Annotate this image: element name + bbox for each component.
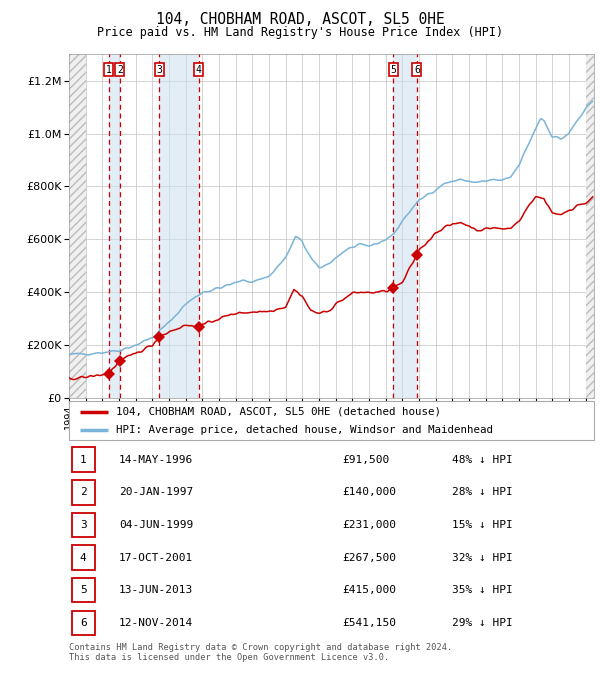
- Bar: [71, 480, 95, 505]
- Bar: [160, 54, 199, 398]
- Bar: [71, 578, 95, 602]
- Text: 1: 1: [106, 65, 112, 75]
- Text: 3: 3: [157, 65, 162, 75]
- Text: 5: 5: [390, 65, 396, 75]
- Text: 29% ↓ HPI: 29% ↓ HPI: [452, 618, 513, 628]
- Text: £140,000: £140,000: [342, 488, 396, 497]
- Text: Price paid vs. HM Land Registry's House Price Index (HPI): Price paid vs. HM Land Registry's House …: [97, 26, 503, 39]
- Text: 13-JUN-2013: 13-JUN-2013: [119, 585, 193, 595]
- Text: 12-NOV-2014: 12-NOV-2014: [119, 618, 193, 628]
- Bar: [393, 54, 417, 398]
- Text: £415,000: £415,000: [342, 585, 396, 595]
- Text: 32% ↓ HPI: 32% ↓ HPI: [452, 553, 513, 562]
- Text: 2: 2: [117, 65, 123, 75]
- Text: 15% ↓ HPI: 15% ↓ HPI: [452, 520, 513, 530]
- Text: 48% ↓ HPI: 48% ↓ HPI: [452, 455, 513, 464]
- Bar: [71, 513, 95, 537]
- Text: £267,500: £267,500: [342, 553, 396, 562]
- Text: 104, CHOBHAM ROAD, ASCOT, SL5 0HE (detached house): 104, CHOBHAM ROAD, ASCOT, SL5 0HE (detac…: [116, 407, 441, 417]
- Text: 104, CHOBHAM ROAD, ASCOT, SL5 0HE: 104, CHOBHAM ROAD, ASCOT, SL5 0HE: [155, 12, 445, 27]
- Text: HPI: Average price, detached house, Windsor and Maidenhead: HPI: Average price, detached house, Wind…: [116, 425, 493, 435]
- Text: £91,500: £91,500: [342, 455, 389, 464]
- Text: 28% ↓ HPI: 28% ↓ HPI: [452, 488, 513, 497]
- Text: 6: 6: [80, 618, 86, 628]
- Text: 6: 6: [414, 65, 420, 75]
- Text: 2: 2: [80, 488, 86, 497]
- Text: Contains HM Land Registry data © Crown copyright and database right 2024.
This d: Contains HM Land Registry data © Crown c…: [69, 643, 452, 662]
- Bar: [71, 545, 95, 570]
- Bar: [71, 611, 95, 635]
- Text: 5: 5: [80, 585, 86, 595]
- Text: £231,000: £231,000: [342, 520, 396, 530]
- Text: 3: 3: [80, 520, 86, 530]
- Bar: [71, 447, 95, 472]
- Text: 20-JAN-1997: 20-JAN-1997: [119, 488, 193, 497]
- Bar: [586, 54, 596, 398]
- Text: 17-OCT-2001: 17-OCT-2001: [119, 553, 193, 562]
- Text: 4: 4: [80, 553, 86, 562]
- Text: 35% ↓ HPI: 35% ↓ HPI: [452, 585, 513, 595]
- Bar: [69, 54, 86, 398]
- Text: 04-JUN-1999: 04-JUN-1999: [119, 520, 193, 530]
- Text: 14-MAY-1996: 14-MAY-1996: [119, 455, 193, 464]
- Bar: [109, 54, 120, 398]
- Text: 4: 4: [196, 65, 202, 75]
- Text: £541,150: £541,150: [342, 618, 396, 628]
- Text: 1: 1: [80, 455, 86, 464]
